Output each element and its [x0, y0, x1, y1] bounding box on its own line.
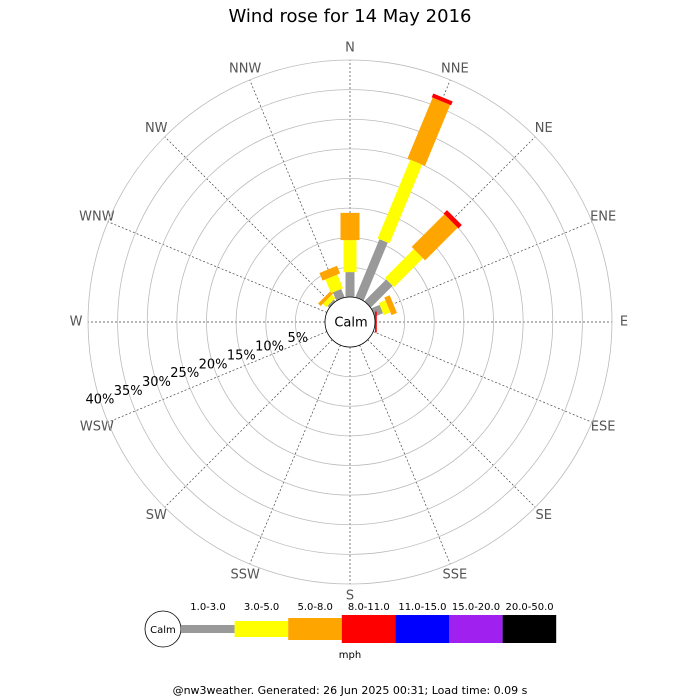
direction-label: NW: [145, 121, 168, 136]
ring: [146, 118, 554, 526]
legend-label: 5.0-8.0: [297, 602, 332, 613]
direction-label: NNW: [229, 61, 261, 76]
ring: [176, 148, 524, 496]
wind-segment: [411, 214, 458, 261]
direction-label: N: [345, 41, 355, 56]
ring-label: 40%: [85, 393, 114, 408]
spoke: [367, 136, 536, 305]
direction-label: SSE: [442, 568, 467, 583]
wind-segment: [332, 288, 345, 301]
ring: [206, 178, 494, 466]
wind-segment: [322, 294, 336, 308]
direction-label: ESE: [591, 419, 616, 434]
direction-label: E: [620, 315, 628, 330]
wind-segment: [327, 299, 336, 308]
legend-swatch: [288, 618, 342, 640]
spoke: [249, 344, 341, 565]
spoke: [249, 79, 341, 300]
ring-label: 25%: [170, 366, 199, 381]
direction-label: W: [70, 315, 83, 330]
wind-segment: [443, 210, 462, 229]
direction-label: SE: [536, 508, 552, 523]
spoke: [107, 221, 328, 313]
calm-label: Calm: [334, 316, 367, 331]
legend-label: 11.0-15.0: [398, 602, 446, 613]
legend-label: 20.0-50.0: [506, 602, 554, 613]
direction-label: SSW: [230, 568, 260, 583]
legend-swatch: [181, 625, 235, 633]
direction-label: SW: [146, 508, 167, 523]
legend-swatch: [449, 615, 503, 643]
ring-label: 15%: [227, 348, 256, 363]
legend-label: 1.0-3.0: [190, 602, 225, 613]
spoke: [164, 136, 333, 305]
legend-calm-label: Calm: [150, 625, 176, 636]
direction-label: S: [346, 589, 354, 604]
legend-swatch: [234, 621, 289, 637]
wind-segment: [407, 97, 451, 166]
direction-label: WNW: [79, 210, 115, 225]
wind-segment: [371, 304, 384, 317]
spoke: [164, 339, 333, 508]
wind-segment: [343, 240, 357, 273]
ring-label: 5%: [288, 331, 309, 346]
spoke: [359, 344, 451, 565]
wind-segment: [364, 279, 393, 308]
ring: [87, 59, 613, 585]
legend-unit: mph: [339, 650, 361, 661]
legend-label: 8.0-11.0: [348, 602, 390, 613]
ring: [235, 207, 465, 437]
ring-label: 10%: [255, 340, 284, 355]
spoke: [367, 339, 536, 508]
wind-segment: [375, 311, 377, 333]
legend-swatch: [341, 615, 396, 643]
spoke: [372, 221, 593, 313]
wind-segment: [431, 93, 453, 106]
spoke: [107, 331, 328, 423]
footer: @nw3weather. Generated: 26 Jun 2025 00:3…: [173, 684, 528, 697]
chart-title: Wind rose for 14 May 2016: [229, 6, 472, 27]
calm-circle: [324, 296, 376, 348]
ring: [117, 89, 583, 555]
wind-segment: [345, 272, 355, 297]
ring-label: 35%: [114, 384, 143, 399]
direction-label: ENE: [590, 210, 616, 225]
wind-segment: [377, 159, 423, 244]
direction-label: WSW: [80, 419, 114, 434]
legend-label: 15.0-20.0: [452, 602, 500, 613]
wind-segment: [355, 239, 388, 301]
wind-segment: [384, 295, 397, 316]
ring-label: 20%: [199, 357, 228, 372]
wind-segment: [340, 212, 360, 241]
wind-segment: [384, 249, 423, 288]
legend-label: 3.0-5.0: [244, 602, 279, 613]
wind-segment: [319, 265, 341, 281]
ring-label: 30%: [142, 375, 171, 390]
wind-segment: [318, 290, 335, 307]
legend-swatch: [395, 615, 449, 643]
spoke: [372, 331, 593, 423]
legend-swatch: [502, 615, 557, 643]
direction-label: NE: [535, 121, 553, 136]
wind-segment: [325, 274, 344, 294]
wind-segment: [378, 300, 391, 316]
direction-label: NNE: [441, 61, 469, 76]
